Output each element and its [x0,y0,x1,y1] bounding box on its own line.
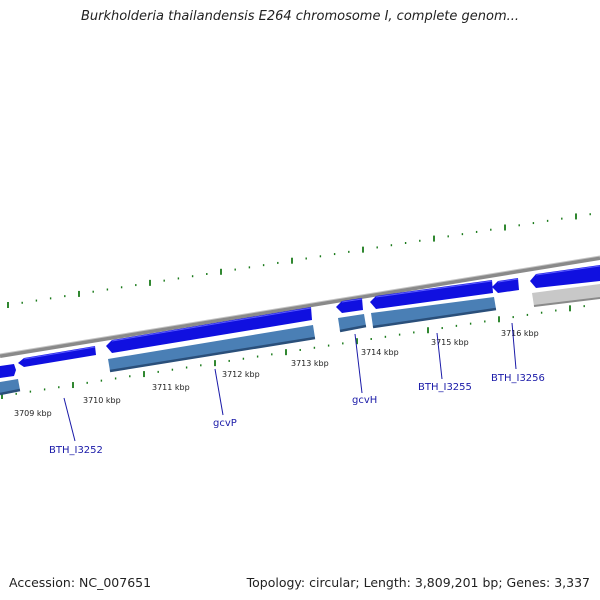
gene-track [0,265,600,378]
gene-label-bth-i3255[interactable]: BTH_I3255 [418,382,472,393]
gene-arrow-bth-i3252[interactable] [18,346,96,367]
kbp-label: 3713 kbp [291,359,329,368]
gene-label-bth-i3252[interactable]: BTH_I3252 [49,445,103,456]
gene-label-leaders [63,322,517,442]
kbp-labels: 3709 kbp 3710 kbp 3711 kbp 3712 kbp 3713… [14,329,539,418]
cds-bar-gcvp[interactable] [108,325,315,371]
kbp-label: 3715 kbp [431,338,469,347]
gene-arrow-bth-i3256[interactable] [492,278,519,293]
kbp-label: 3710 kbp [83,396,121,405]
kbp-label: 3711 kbp [152,383,190,392]
gene-label-gcvp[interactable]: gcvP [213,418,237,429]
cds-track [0,284,600,396]
gene-arrow-bth-i3255[interactable] [370,280,493,309]
map-title: Burkholderia thailandensis E264 chromoso… [80,9,520,24]
genome-summary-text: Topology: circular; Length: 3,809,201 bp… [246,575,590,590]
kbp-label: 3709 kbp [14,409,52,418]
gene-arrow-gcvp[interactable] [106,307,312,353]
kbp-label: 3714 kbp [361,348,399,357]
gene-arrow-bth-i3257[interactable] [530,265,600,288]
gene-label-gcvh[interactable]: gcvH [352,395,377,406]
reverse-gene-bar[interactable] [532,284,600,306]
gene-labels: BTH_I3252 gcvP gcvH BTH_I3255 BTH_I3256 [49,373,545,456]
gene-label-bth-i3256[interactable]: BTH_I3256 [491,373,545,384]
kbp-label: 3716 kbp [501,329,539,338]
tick-track [1,213,591,399]
accession-text: Accession: NC_007651 [9,575,152,590]
chromosome-backbone [0,256,600,358]
cds-bar-bth-i3255[interactable] [371,297,496,327]
kbp-label: 3712 kbp [222,370,260,379]
gene-arrow-bth-i3251[interactable] [0,364,16,378]
